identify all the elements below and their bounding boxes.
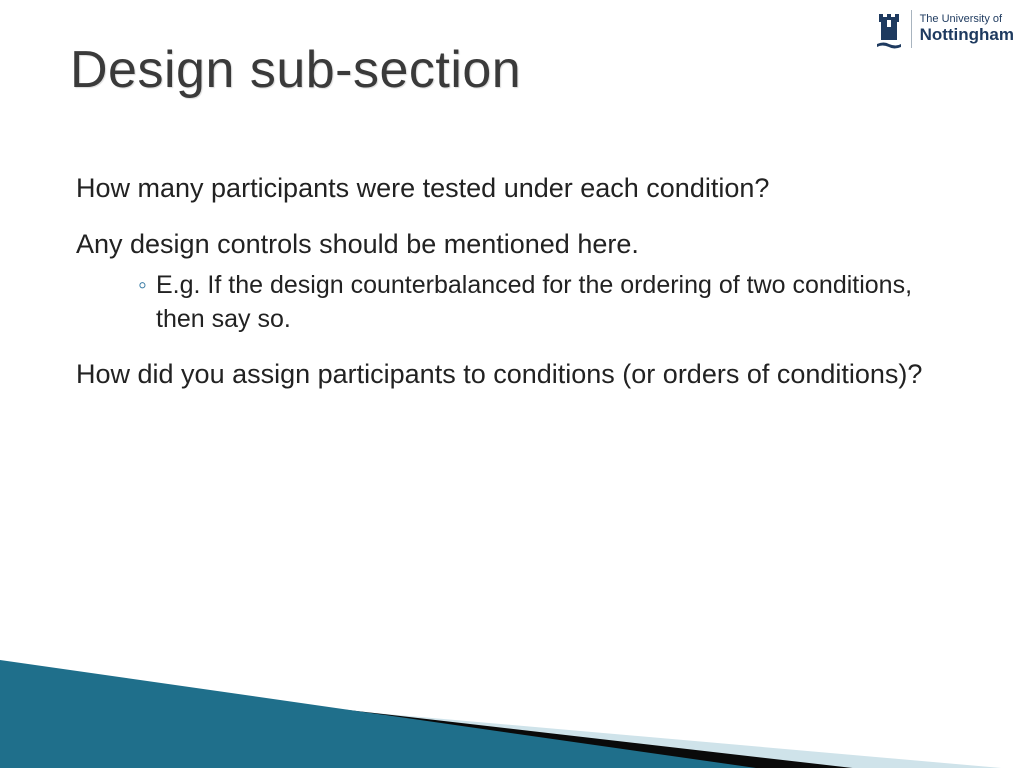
castle-icon xyxy=(875,8,903,50)
decor-teal-wedge xyxy=(0,660,770,768)
slide-body: How many participants were tested under … xyxy=(76,170,946,413)
body-text: How did you assign participants to condi… xyxy=(76,356,946,392)
body-sub-item: ◦E.g. If the design counterbalanced for … xyxy=(76,269,946,337)
university-logo: The University of Nottingham xyxy=(875,8,1014,50)
decor-black-wedge xyxy=(0,670,870,768)
body-item: Any design controls should be mentioned … xyxy=(76,226,946,336)
slide: Design sub-section The University of Not… xyxy=(0,0,1024,768)
body-text: Any design controls should be mentioned … xyxy=(76,226,946,262)
slide-title: Design sub-section xyxy=(70,40,521,100)
body-text: How many participants were tested under … xyxy=(76,170,946,206)
decor-light-wedge xyxy=(0,680,1024,768)
slide-decor xyxy=(0,610,1024,768)
sub-text: E.g. If the design counterbalanced for t… xyxy=(156,271,912,333)
logo-divider xyxy=(911,10,912,48)
body-item: How did you assign participants to condi… xyxy=(76,356,946,392)
logo-text: The University of Nottingham xyxy=(920,14,1014,43)
logo-line2: Nottingham xyxy=(920,26,1014,44)
body-item: How many participants were tested under … xyxy=(76,170,946,206)
sub-bullet-icon: ◦ xyxy=(138,269,156,303)
